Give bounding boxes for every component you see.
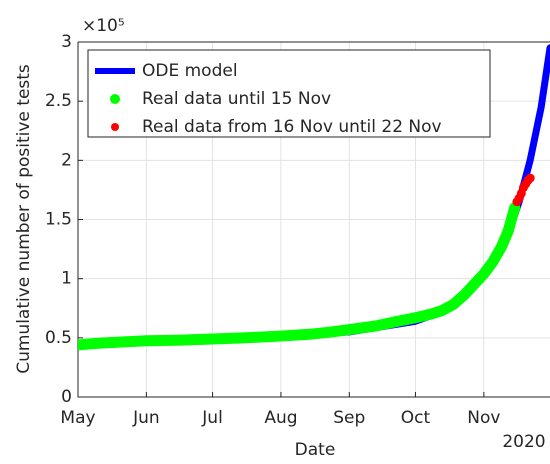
x-tick-label: Jun bbox=[132, 408, 160, 428]
x-tick-label: Sep bbox=[333, 408, 365, 428]
x-tick-label: Aug bbox=[264, 408, 297, 428]
x-tick-label: Oct bbox=[401, 408, 431, 428]
y-axis-label: Cumulative number of positive tests bbox=[14, 64, 34, 374]
y-tick-label: 2.5 bbox=[45, 91, 72, 111]
y-tick-label: 0.5 bbox=[45, 328, 72, 348]
y-tick-label: 1.5 bbox=[45, 210, 72, 230]
legend-swatch bbox=[111, 123, 119, 131]
legend-label: Real data until 15 Nov bbox=[142, 89, 331, 109]
data-dots bbox=[78, 202, 521, 351]
x-axis-label: Date bbox=[295, 440, 336, 460]
legend-label: Real data from 16 Nov until 22 Nov bbox=[142, 117, 442, 137]
plot bbox=[78, 44, 550, 351]
y-exponent: ×10⁵ bbox=[82, 16, 125, 36]
y-tick-label: 0 bbox=[61, 387, 72, 407]
data-point bbox=[525, 173, 535, 183]
legend-label: ODE model bbox=[142, 61, 238, 81]
axes-box bbox=[77, 41, 550, 398]
x-tick-label: Nov bbox=[467, 408, 500, 428]
y-tick-label: 3 bbox=[61, 32, 72, 52]
legend-box bbox=[87, 49, 491, 138]
y-tick-label: 1 bbox=[61, 269, 72, 289]
legend-swatch bbox=[110, 94, 120, 104]
year-label: 2020 bbox=[502, 432, 545, 452]
x-tick-label: May bbox=[60, 408, 95, 428]
legend: ODE model Real data until 15 Nov Real data… bbox=[87, 49, 491, 138]
y-tick-label: 2 bbox=[61, 150, 72, 170]
x-tick-label: Jul bbox=[201, 408, 223, 428]
